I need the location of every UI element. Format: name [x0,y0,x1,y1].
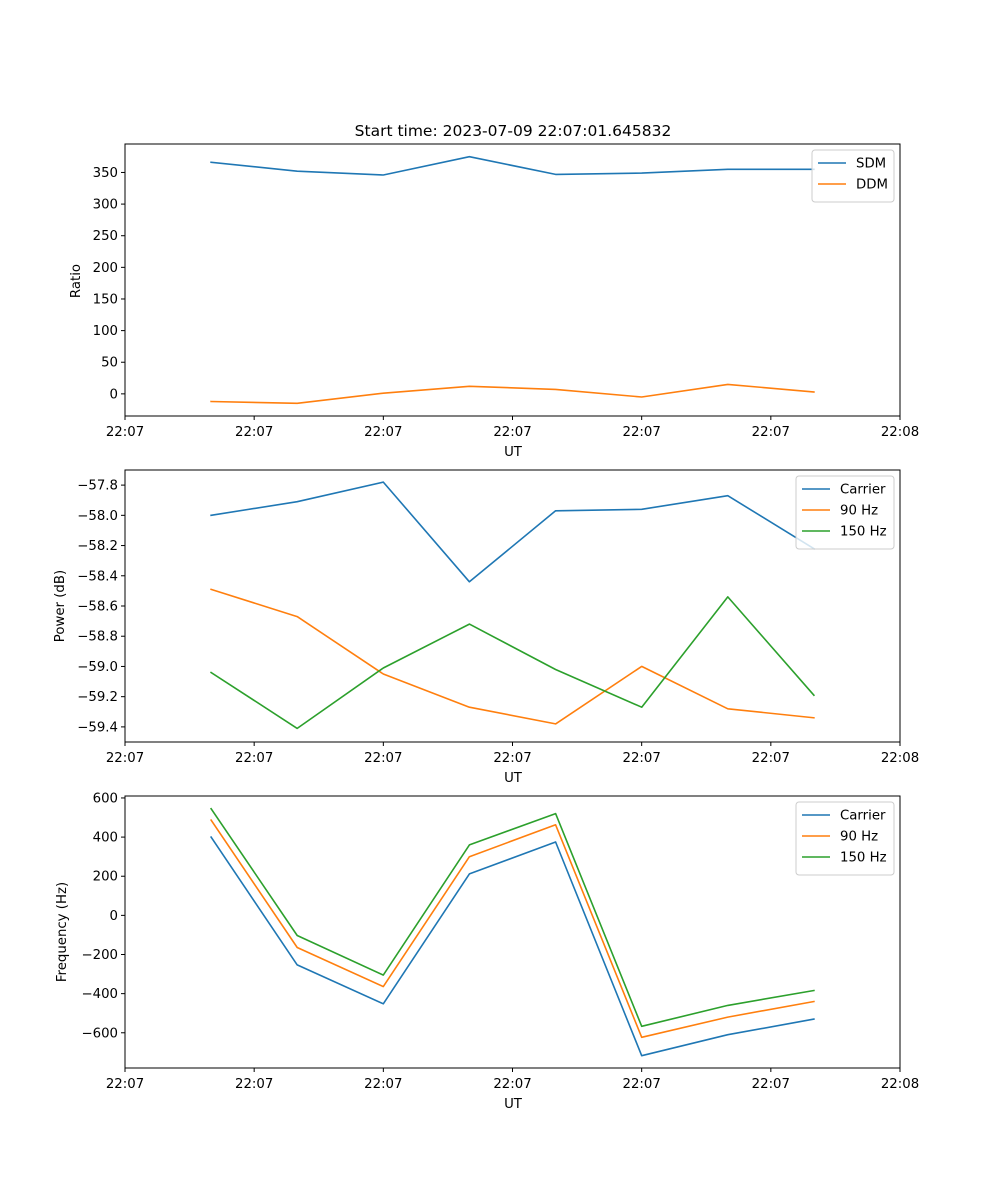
y-tick-label: −58.4 [77,569,118,584]
series-line-carrier [209,835,815,1057]
y-tick-label: 0 [110,909,118,924]
y-axis-label: Power (dB) [53,570,68,642]
y-axis-label: Frequency (Hz) [55,882,70,982]
y-tick-label: 50 [101,356,118,371]
legend-label: Carrier [840,809,886,824]
y-tick-label: 600 [93,791,118,806]
y-axis-label: Ratio [69,264,84,298]
legend-label: 150 Hz [840,525,887,540]
x-tick-label: 22:07 [493,1077,531,1092]
y-tick-label: 150 [93,292,118,307]
x-tick-label: 22:07 [752,751,790,766]
y-tick-label: −59.2 [77,690,118,705]
x-tick-label: 22:08 [881,1077,919,1092]
y-tick-label: −59.0 [77,660,118,675]
series-line-carrier [210,481,816,583]
y-tick-label: 100 [93,324,118,339]
legend-label: 90 Hz [840,504,878,519]
y-tick-label: −58.6 [77,600,118,615]
series-line-150-hz [209,807,815,1028]
x-tick-label: 22:07 [623,425,661,440]
x-axis-label: UT [504,445,523,460]
series-line-ddm [210,383,815,405]
x-tick-label: 22:08 [881,751,919,766]
x-axis-label: UT [504,1097,523,1112]
x-tick-label: 22:07 [106,425,144,440]
x-tick-label: 22:07 [623,751,661,766]
legend-label: Carrier [840,483,886,498]
x-tick-label: 22:07 [106,751,144,766]
x-tick-label: 22:07 [493,751,531,766]
y-tick-label: −58.2 [77,539,118,554]
x-tick-label: 22:07 [235,425,273,440]
y-tick-label: 300 [93,198,118,213]
x-tick-label: 22:07 [364,751,402,766]
y-tick-label: 250 [93,229,118,244]
y-tick-label: −400 [81,987,118,1002]
chart-title: Start time: 2023-07-09 22:07:01.645832 [355,122,672,140]
legend-label: DDM [856,178,888,193]
series-line-150-hz [209,596,816,730]
x-tick-label: 22:07 [364,1077,402,1092]
y-tick-label: 350 [93,166,118,181]
frequency-panel: UT Frequency (Hz) 22:07 22:07 22:07 22:07 22… [55,791,919,1112]
legend-label: SDM [856,157,886,172]
y-tick-label: 0 [110,387,118,402]
y-tick-label: −58.0 [77,509,118,524]
x-axis-label: UT [504,771,523,786]
y-tick-label: −58.8 [77,630,118,645]
y-tick-label: −59.4 [77,720,118,735]
legend-label: 90 Hz [840,830,878,845]
series-line-sdm [210,155,815,176]
y-tick-label: −57.8 [77,479,118,494]
ratio-panel: Start time: 2023-07-09 22:07:01.645832 U… [69,122,919,460]
x-tick-label: 22:07 [235,751,273,766]
x-tick-label: 22:07 [752,425,790,440]
power-panel: UT Power (dB) 22:07 22:07 22:07 22:07 22:07 2… [53,469,919,786]
x-tick-label: 22:07 [493,425,531,440]
x-tick-label: 22:07 [106,1077,144,1092]
series-line-90-hz [209,818,815,1039]
y-tick-label: 400 [93,831,118,846]
y-tick-label: 200 [93,261,118,276]
x-tick-label: 22:07 [235,1077,273,1092]
series-line-90-hz [210,588,815,725]
y-tick-label: −600 [81,1026,118,1041]
x-tick-label: 22:07 [623,1077,661,1092]
y-tick-label: −200 [81,948,118,963]
legend-label: 150 Hz [840,851,887,866]
x-tick-label: 22:07 [364,425,402,440]
x-tick-label: 22:08 [881,425,919,440]
x-tick-label: 22:07 [752,1077,790,1092]
y-tick-label: 200 [93,870,118,885]
